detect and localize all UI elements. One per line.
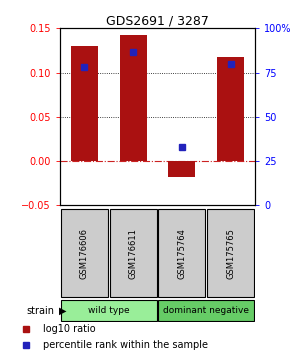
Text: GSM175765: GSM175765	[226, 228, 235, 279]
Text: ▶: ▶	[58, 306, 66, 316]
Text: GSM176606: GSM176606	[80, 228, 89, 279]
Bar	[207, 209, 254, 297]
Text: wild type: wild type	[88, 306, 130, 315]
Text: GSM176611: GSM176611	[129, 228, 138, 279]
Bar	[71, 46, 98, 161]
Text: GSM175764: GSM175764	[177, 228, 186, 279]
Text: log10 ratio: log10 ratio	[43, 324, 95, 334]
Text: dominant negative: dominant negative	[163, 306, 249, 315]
Title: GDS2691 / 3287: GDS2691 / 3287	[106, 14, 209, 27]
Bar	[158, 209, 205, 297]
Bar	[158, 300, 254, 321]
Bar	[169, 161, 195, 177]
Bar	[61, 209, 108, 297]
Bar	[61, 300, 157, 321]
Bar	[217, 57, 244, 161]
Text: percentile rank within the sample: percentile rank within the sample	[43, 340, 208, 350]
Text: strain: strain	[26, 306, 54, 316]
Bar	[120, 35, 146, 161]
Bar	[110, 209, 157, 297]
